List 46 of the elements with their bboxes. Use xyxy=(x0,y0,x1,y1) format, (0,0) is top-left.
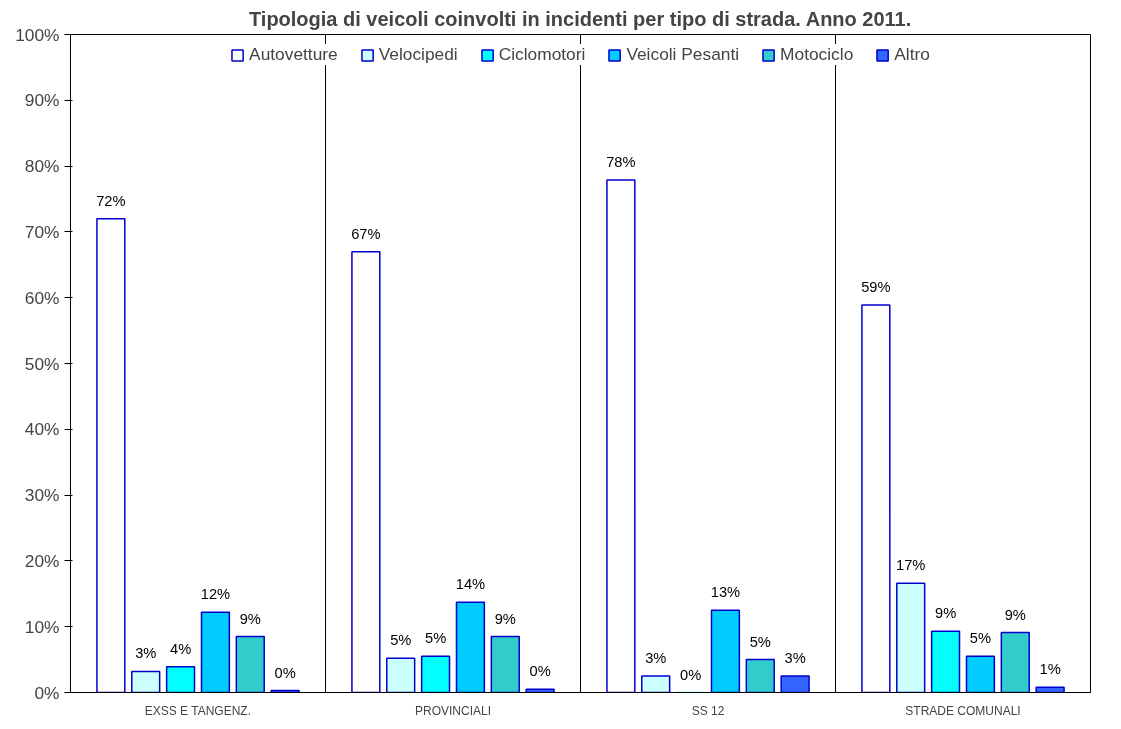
data-label: 67% xyxy=(351,225,381,242)
data-label: 3% xyxy=(645,650,667,667)
y-tick-label: 50% xyxy=(24,353,60,374)
data-label: 13% xyxy=(710,584,741,601)
data-label: 4% xyxy=(169,640,192,657)
legend-label: Autovetture xyxy=(249,44,338,65)
y-tick-label: 40% xyxy=(24,419,60,440)
y-tick-label: 10% xyxy=(24,616,60,637)
data-label: 5% xyxy=(424,630,447,647)
data-label: 5% xyxy=(390,632,412,649)
y-tick-label: 90% xyxy=(24,90,60,111)
y-tick-label: 80% xyxy=(24,156,60,177)
data-label: 3% xyxy=(135,645,157,662)
data-label: 9% xyxy=(239,610,261,627)
data-label: 72% xyxy=(96,192,126,209)
data-label: 59% xyxy=(861,278,891,295)
legend-label: Altro xyxy=(894,44,930,65)
data-label: 14% xyxy=(455,576,486,593)
legend-label: Veicoli Pesanti xyxy=(626,44,740,65)
y-tick-label: 70% xyxy=(24,221,60,242)
y-tick-label: 20% xyxy=(24,550,60,571)
x-tick-label: SS 12 xyxy=(691,703,725,718)
data-label: 78% xyxy=(606,153,636,170)
legend-label: Motociclo xyxy=(780,44,854,65)
data-label: 3% xyxy=(784,650,806,667)
legend-label: Ciclomotori xyxy=(498,44,586,65)
y-tick-label: 60% xyxy=(24,287,60,308)
data-label: 5% xyxy=(749,633,771,650)
data-label: 12% xyxy=(200,586,231,603)
data-label: 1% xyxy=(1039,661,1061,678)
data-label: 0% xyxy=(529,663,551,680)
data-label: 9% xyxy=(1004,606,1026,623)
y-tick-label: 100% xyxy=(15,24,60,45)
data-label: 5% xyxy=(969,630,992,647)
y-tick-label: 0% xyxy=(34,682,60,703)
y-tick-label: 30% xyxy=(24,485,60,506)
data-label: 0% xyxy=(679,666,702,683)
chart-title: Tipologia di veicoli coinvolti in incidenti per tipo di strada. Anno 2011. xyxy=(248,7,912,30)
data-label: 0% xyxy=(274,664,296,681)
data-label: 9% xyxy=(934,605,957,622)
legend-label: Velocipedi xyxy=(378,44,458,65)
x-tick-label: EXSS E TANGENZ. xyxy=(144,703,252,718)
data-label: 17% xyxy=(896,557,926,574)
data-label: 9% xyxy=(494,610,516,627)
x-tick-label: PROVINCIALI xyxy=(414,703,492,718)
x-tick-label: STRADE COMUNALI xyxy=(905,703,1021,718)
